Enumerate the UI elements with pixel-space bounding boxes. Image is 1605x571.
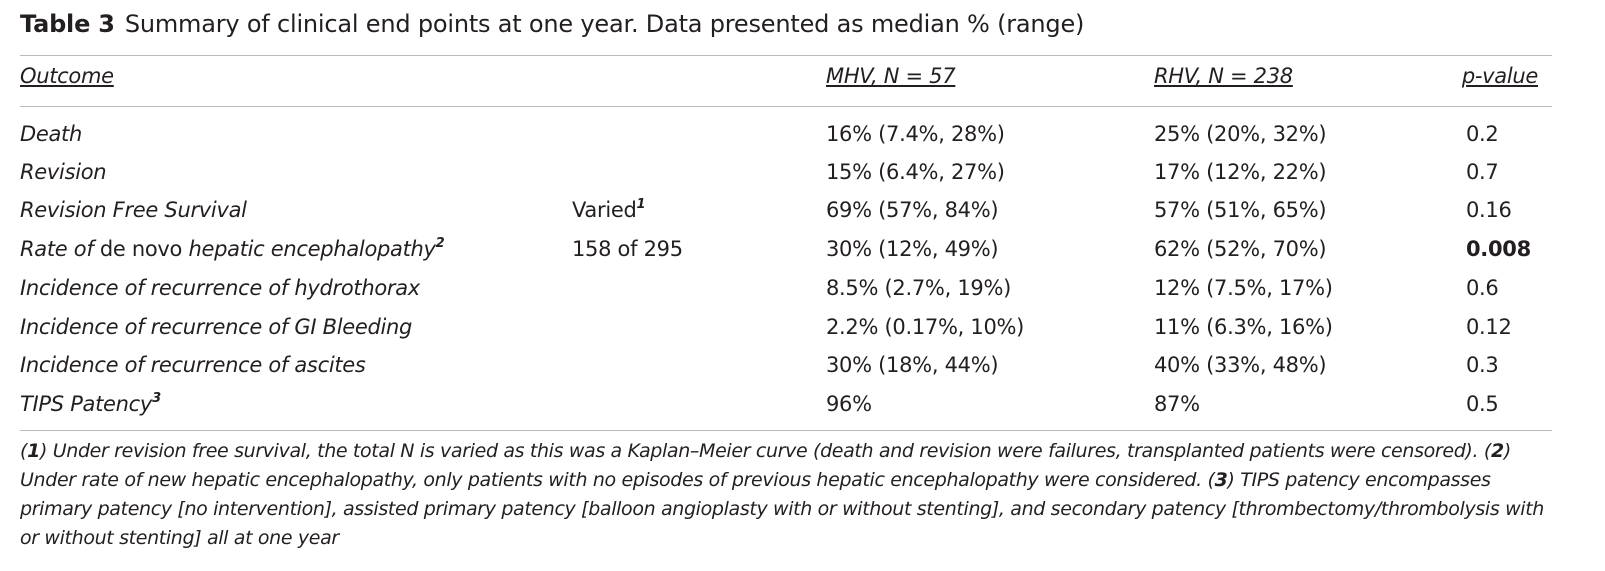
row-outcome-tips-patency: TIPS Patency3 (20, 390, 161, 418)
row-pvalue-ascites: 0.3 (1466, 353, 1499, 377)
outcome-part-upright: de novo (99, 237, 183, 261)
table-footnote: (1) Under revision free survival, the to… (20, 440, 1544, 549)
row-mhv-ascites: 30% (18%, 44%) (826, 353, 999, 377)
row-outcome-death: Death (20, 122, 83, 146)
row-pvalue-hydrothorax: 0.6 (1466, 276, 1499, 300)
row-mhv-revision-free-survival: 69% (57%, 84%) (826, 198, 999, 222)
row-rhv-hydrothorax: 12% (7.5%, 17%) (1154, 276, 1333, 300)
row-outcome-gi-bleeding: Incidence of recurrence of GI Bleeding (20, 315, 413, 339)
row-outcome-revision: Revision (20, 160, 107, 184)
bottom-rule (20, 430, 1552, 431)
row-rhv-gi-bleeding: 11% (6.3%, 16%) (1154, 315, 1333, 339)
footnote-marker: 1 (636, 197, 646, 212)
row-pvalue-revision-free-survival: 0.16 (1466, 198, 1512, 222)
row-pvalue-death: 0.2 (1466, 122, 1499, 146)
footnote-number: 2 (1490, 440, 1504, 462)
table-caption: Table 3 Summary of clinical end points at… (20, 7, 1084, 41)
outcome-part: Rate of (20, 237, 94, 261)
outcome-text: TIPS Patency (20, 392, 153, 416)
note-text: Varied (572, 198, 637, 222)
row-outcome-hydrothorax: Incidence of recurrence of hydrothorax (20, 276, 420, 300)
footnote-text: ) Under rate of new hepatic encephalopat… (20, 440, 1511, 491)
row-mhv-tips-patency: 96% (826, 392, 872, 416)
row-pvalue-revision: 0.7 (1466, 160, 1499, 184)
row-rhv-tips-patency: 87% (1154, 392, 1200, 416)
row-mhv-hydrothorax: 8.5% (2.7%, 19%) (826, 276, 1011, 300)
header-pvalue: p-value (1461, 64, 1538, 88)
row-rhv-hepatic-encephalopathy: 62% (52%, 70%) (1154, 237, 1327, 261)
table-title: Summary of clinical end points at one ye… (124, 10, 1085, 38)
row-mhv-death: 16% (7.4%, 28%) (826, 122, 1005, 146)
footnote-text: ) TIPS patency encompasses primary paten… (20, 469, 1544, 549)
row-mhv-revision: 15% (6.4%, 27%) (826, 160, 1005, 184)
header-outcome: Outcome (20, 64, 114, 88)
row-rhv-revision: 17% (12%, 22%) (1154, 160, 1327, 184)
row-outcome-revision-free-survival: Revision Free Survival (20, 198, 247, 222)
row-pvalue-gi-bleeding: 0.12 (1466, 315, 1512, 339)
row-outcome-ascites: Incidence of recurrence of ascites (20, 353, 366, 377)
outcome-part: hepatic encephalopathy (188, 237, 436, 261)
footnote-marker: 2 (435, 236, 445, 251)
row-rhv-ascites: 40% (33%, 48%) (1154, 353, 1327, 377)
footnote-text: ) Under revision free survival, the tota… (39, 440, 1491, 462)
row-mhv-hepatic-encephalopathy: 30% (12%, 49%) (826, 237, 999, 261)
footnote-number: 3 (1214, 469, 1228, 491)
row-note-revision-free-survival: Varied1 (572, 196, 646, 224)
row-note-hepatic-encephalopathy: 158 of 295 (572, 237, 683, 261)
row-outcome-hepatic-encephalopathy: Rate of de novo hepatic encephalopathy2 (20, 235, 445, 263)
table-label: Table 3 (20, 10, 115, 38)
header-mhv: MHV, N = 57 (826, 64, 956, 88)
header-rhv: RHV, N = 238 (1154, 64, 1293, 88)
row-rhv-revision-free-survival: 57% (51%, 65%) (1154, 198, 1327, 222)
row-mhv-gi-bleeding: 2.2% (0.17%, 10%) (826, 315, 1025, 339)
row-pvalue-tips-patency: 0.5 (1466, 392, 1499, 416)
row-rhv-death: 25% (20%, 32%) (1154, 122, 1327, 146)
top-rule (20, 55, 1552, 56)
header-rule (20, 106, 1552, 107)
row-pvalue-hepatic-encephalopathy: 0.008 (1466, 237, 1531, 261)
footnote-number: 1 (27, 440, 40, 462)
footnote-marker: 3 (152, 391, 161, 406)
